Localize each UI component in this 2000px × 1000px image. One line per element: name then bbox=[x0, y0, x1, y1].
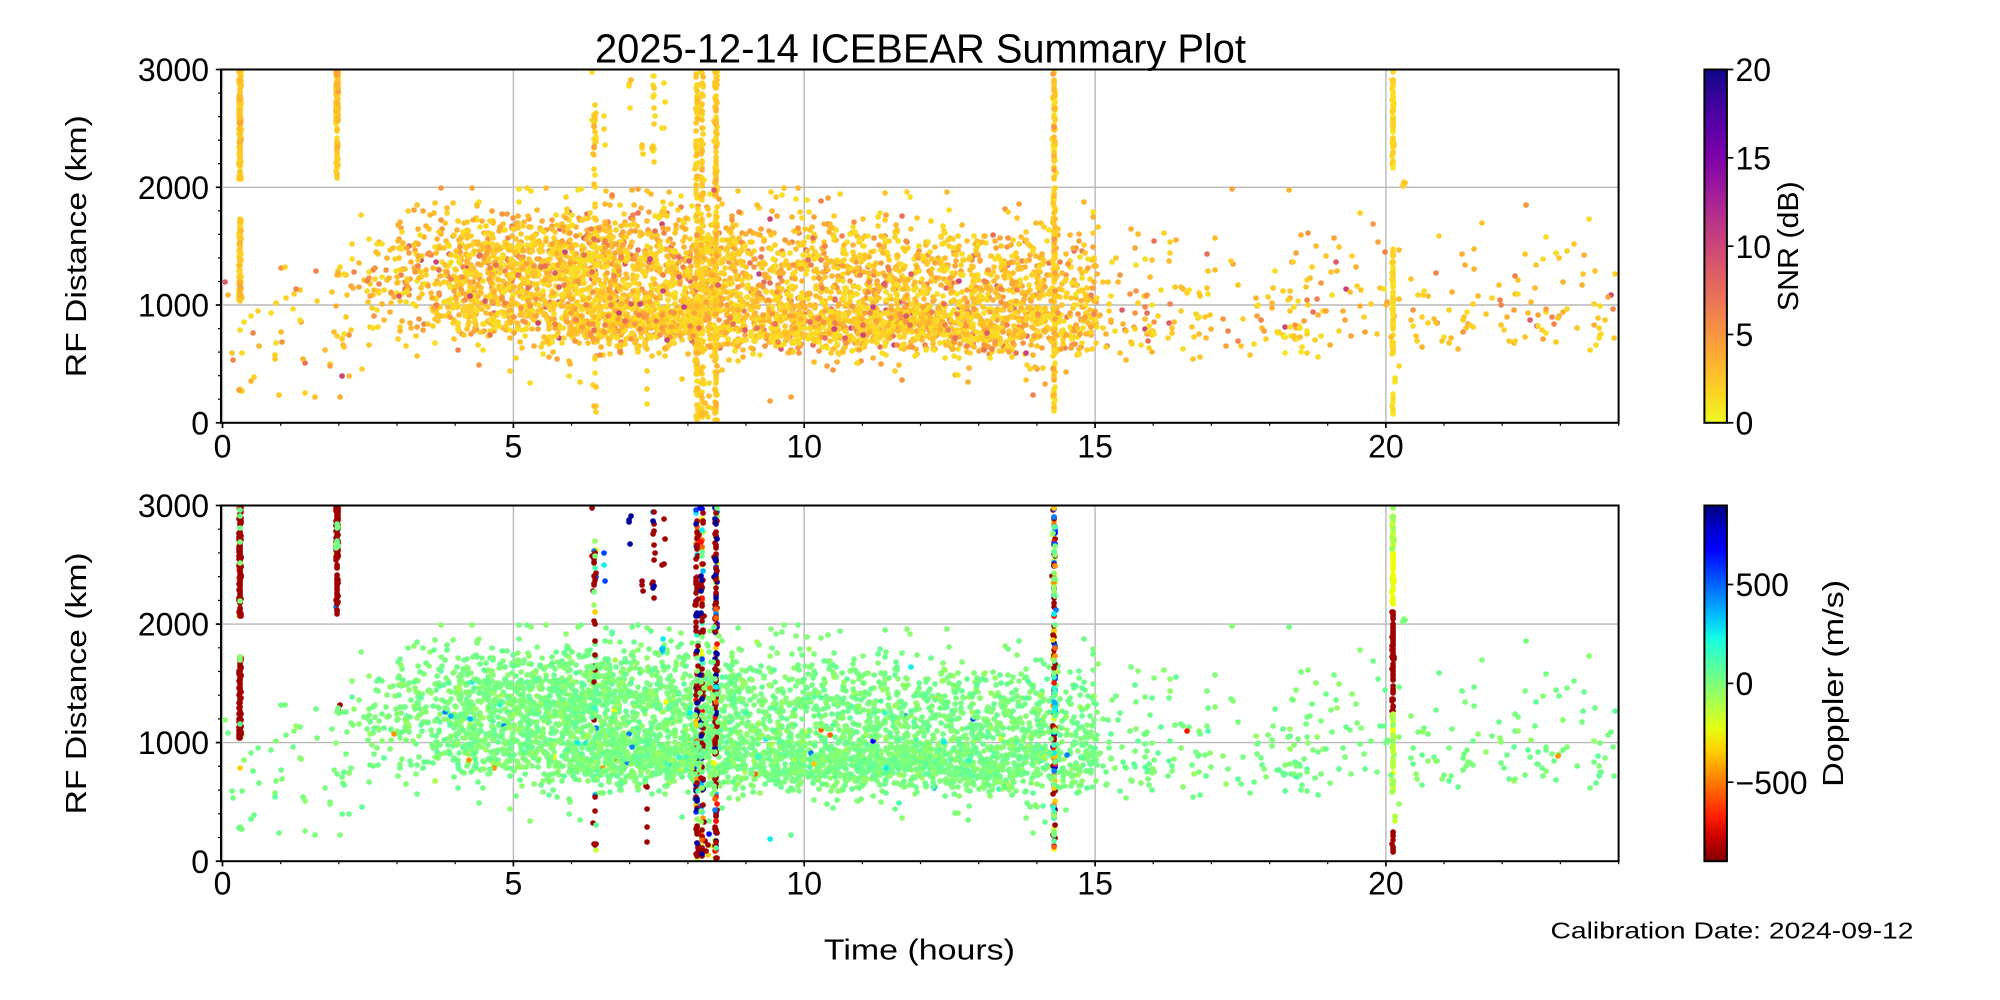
svg-text:10: 10 bbox=[786, 865, 822, 901]
svg-text:1000: 1000 bbox=[138, 288, 209, 324]
svg-text:0: 0 bbox=[191, 844, 209, 880]
svg-text:5: 5 bbox=[505, 865, 523, 901]
svg-text:3000: 3000 bbox=[138, 488, 209, 524]
svg-text:500: 500 bbox=[1736, 567, 1789, 603]
svg-text:5: 5 bbox=[505, 428, 523, 464]
svg-text:−500: −500 bbox=[1736, 765, 1808, 801]
svg-text:20: 20 bbox=[1368, 865, 1404, 901]
svg-text:2025-12-14 ICEBEAR Summary Plo: 2025-12-14 ICEBEAR Summary Plot bbox=[595, 26, 1247, 72]
svg-text:Doppler (m/s): Doppler (m/s) bbox=[1818, 580, 1850, 787]
svg-text:0: 0 bbox=[214, 428, 232, 464]
svg-text:1000: 1000 bbox=[138, 725, 209, 761]
svg-text:Calibration Date: 2024-09-12: Calibration Date: 2024-09-12 bbox=[1551, 918, 1914, 944]
svg-text:RF Distance (km): RF Distance (km) bbox=[61, 115, 93, 377]
svg-text:Time (hours): Time (hours) bbox=[824, 934, 1015, 966]
svg-text:0: 0 bbox=[191, 405, 209, 441]
svg-text:3000: 3000 bbox=[138, 52, 209, 88]
svg-text:SNR (dB): SNR (dB) bbox=[1773, 181, 1805, 311]
svg-text:10: 10 bbox=[786, 428, 822, 464]
svg-text:15: 15 bbox=[1736, 140, 1772, 176]
svg-text:2000: 2000 bbox=[138, 607, 209, 643]
svg-text:20: 20 bbox=[1736, 52, 1772, 88]
svg-text:0: 0 bbox=[1736, 666, 1754, 702]
svg-text:15: 15 bbox=[1077, 428, 1113, 464]
svg-text:15: 15 bbox=[1077, 865, 1113, 901]
svg-text:10: 10 bbox=[1736, 229, 1772, 265]
svg-text:5: 5 bbox=[1736, 317, 1754, 353]
svg-text:0: 0 bbox=[214, 865, 232, 901]
svg-text:2000: 2000 bbox=[138, 170, 209, 206]
svg-text:0: 0 bbox=[1736, 405, 1754, 441]
svg-text:RF Distance (km): RF Distance (km) bbox=[61, 552, 93, 814]
svg-text:20: 20 bbox=[1368, 428, 1404, 464]
